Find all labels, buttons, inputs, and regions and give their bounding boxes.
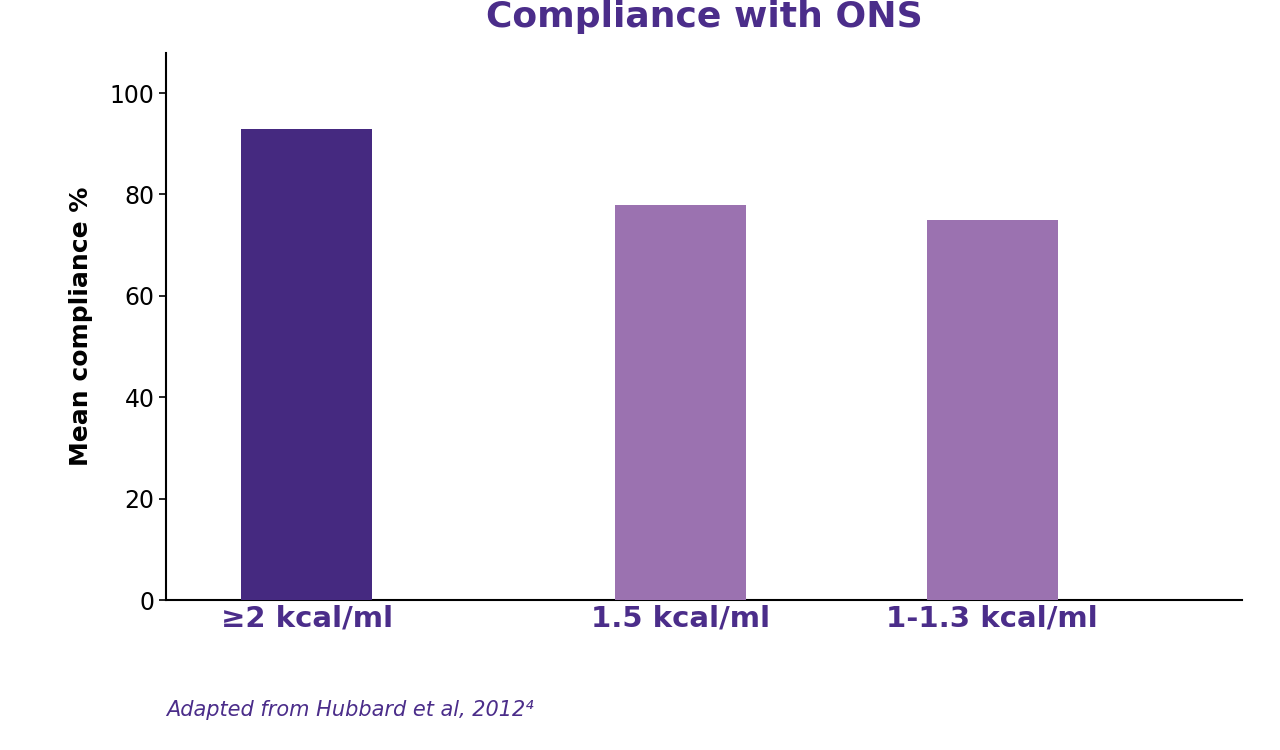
Bar <box>927 220 1057 600</box>
Title: Compliance with ONS: Compliance with ONS <box>485 1 923 34</box>
Bar <box>616 205 746 600</box>
Bar <box>241 128 372 600</box>
Y-axis label: Mean compliance %: Mean compliance % <box>69 187 93 466</box>
Text: Adapted from Hubbard et al, 2012⁴: Adapted from Hubbard et al, 2012⁴ <box>166 700 534 720</box>
